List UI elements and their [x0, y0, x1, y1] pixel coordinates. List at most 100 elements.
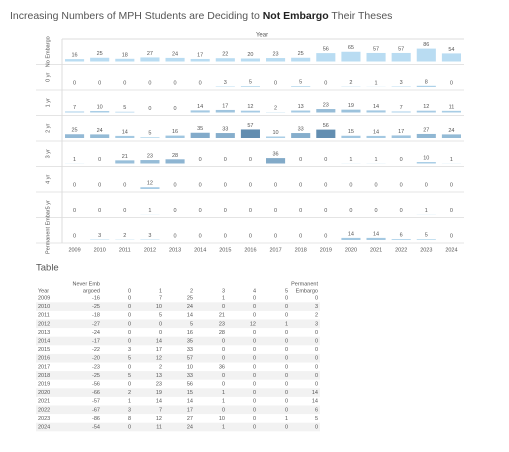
table-cell: 0: [285, 381, 288, 387]
data-label: 1: [148, 208, 151, 214]
data-label: 1: [425, 208, 428, 214]
data-label: 0: [98, 157, 101, 163]
data-label: 5: [148, 131, 151, 137]
data-label: 28: [172, 153, 178, 159]
data-label: 15: [348, 129, 354, 135]
table-cell: 14: [156, 399, 162, 405]
data-label: 0: [400, 157, 403, 163]
data-label: 27: [423, 127, 429, 133]
table-cell: 13: [156, 373, 162, 379]
data-label: 0: [224, 233, 227, 239]
bar: [140, 160, 160, 164]
x-tick-label: 2020: [345, 247, 357, 253]
table-cell: 0: [285, 364, 288, 370]
table-cell: -27: [92, 321, 100, 327]
table-cell: 0: [253, 313, 256, 319]
table-cell: 27: [187, 416, 193, 422]
table-cell: 5: [159, 313, 162, 319]
title-part: Their Theses: [329, 10, 393, 22]
data-label: 0: [98, 208, 101, 214]
data-label: 0: [274, 233, 277, 239]
table-cell: 14: [187, 399, 193, 405]
data-label: 57: [398, 46, 404, 52]
column-header: 1: [159, 288, 162, 294]
x-tick-label: 2009: [68, 247, 80, 253]
bar: [291, 133, 311, 138]
data-label: 0: [123, 80, 126, 86]
data-label: 25: [97, 51, 103, 57]
table-cell: 0: [253, 295, 256, 301]
bar: [140, 187, 160, 189]
data-label: 19: [348, 103, 354, 109]
data-label: 24: [172, 51, 178, 57]
data-label: 5: [299, 80, 302, 86]
bar: [266, 58, 286, 62]
data-label: 0: [98, 182, 101, 188]
data-label: 0: [249, 208, 252, 214]
data-label: 12: [423, 104, 429, 110]
data-label: 10: [97, 104, 103, 110]
table-cell: 0: [128, 364, 131, 370]
data-label: 5: [249, 80, 252, 86]
data-label: 0: [450, 208, 453, 214]
table-cell: 3: [128, 407, 131, 413]
table-title: Table: [36, 263, 59, 274]
x-tick-label: 2017: [269, 247, 281, 253]
bar: [115, 160, 135, 164]
data-label: 0: [224, 182, 227, 188]
column-header: argoed: [83, 288, 100, 294]
series-label: 5 yr: [45, 200, 51, 209]
data-label: 86: [423, 42, 429, 48]
bar: [391, 239, 411, 240]
data-label: 0: [324, 80, 327, 86]
data-label: 0: [249, 157, 252, 163]
x-tick-label: 2013: [169, 247, 181, 253]
data-label: 56: [323, 123, 329, 129]
table-cell: 2013: [38, 330, 50, 336]
data-label: 54: [448, 47, 454, 53]
data-label: 0: [324, 157, 327, 163]
data-label: 0: [199, 157, 202, 163]
table-cell: 0: [253, 390, 256, 396]
bar: [240, 129, 260, 138]
data-label: 0: [299, 157, 302, 163]
bar: [391, 52, 411, 62]
table-cell: 36: [219, 364, 225, 370]
data-label: 56: [323, 47, 329, 53]
bar: [240, 58, 260, 62]
column-header: Permanent: [291, 281, 318, 287]
data-label: 0: [299, 233, 302, 239]
data-label: 23: [147, 154, 153, 160]
bar: [341, 109, 361, 113]
bar: [416, 133, 436, 138]
column-header: Embargo: [296, 288, 318, 294]
data-label: 57: [373, 46, 379, 52]
table-cell: 24: [187, 304, 193, 310]
data-label: 3: [400, 80, 403, 86]
data-label: 20: [247, 52, 253, 58]
data-label: 11: [449, 104, 455, 110]
bar: [416, 162, 436, 164]
data-label: 18: [122, 52, 128, 58]
x-tick-label: 2010: [94, 247, 106, 253]
table-cell: 12: [156, 416, 162, 422]
data-label: 0: [148, 80, 151, 86]
data-label: 24: [448, 128, 454, 134]
data-label: 33: [298, 127, 304, 133]
data-label: 8: [425, 79, 428, 85]
x-tick-label: 2019: [320, 247, 332, 253]
table-cell: 0: [253, 304, 256, 310]
data-label: 0: [73, 182, 76, 188]
x-tick-label: 2016: [244, 247, 256, 253]
data-label: 0: [174, 182, 177, 188]
table-cell: 0: [285, 304, 288, 310]
bar: [65, 59, 85, 62]
table-cell: 3: [315, 304, 318, 310]
table-cell: 5: [128, 356, 131, 362]
row-shade: [36, 388, 320, 397]
bar: [65, 111, 85, 113]
table-cell: 14: [156, 338, 162, 344]
table-cell: 25: [187, 295, 193, 301]
bar: [190, 58, 210, 62]
data-label: 0: [73, 233, 76, 239]
